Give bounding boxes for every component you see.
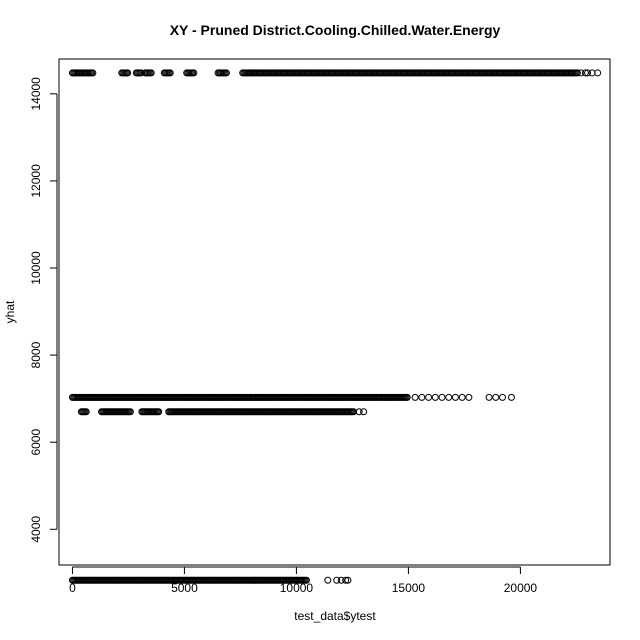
data-point <box>337 576 345 584</box>
data-point <box>411 393 419 401</box>
data-point <box>344 576 352 584</box>
data-point <box>190 69 198 77</box>
data-point <box>418 393 426 401</box>
data-point <box>126 408 134 416</box>
x-tick-label: 0 <box>69 581 76 595</box>
x-tick-label: 20000 <box>504 581 538 595</box>
y-tick-label: 10000 <box>29 251 43 285</box>
data-point <box>82 408 90 416</box>
data-point <box>333 576 341 584</box>
data-points <box>68 69 602 584</box>
data-point <box>594 69 602 77</box>
x-tick-label: 10000 <box>280 581 314 595</box>
data-point <box>360 408 368 416</box>
y-tick-label: 8000 <box>29 341 43 368</box>
plot-frame <box>58 58 611 566</box>
x-axis: 0 5000 10000 15000 20000 <box>69 566 538 595</box>
data-point <box>431 393 439 401</box>
data-point <box>485 393 493 401</box>
x-tick-label: 15000 <box>392 581 426 595</box>
data-point <box>155 408 163 416</box>
y-axis: 4000 6000 8000 10000 12000 14000 <box>29 77 58 543</box>
data-point <box>89 69 97 77</box>
y-tick-label: 14000 <box>29 77 43 111</box>
data-point <box>222 69 230 77</box>
data-point <box>403 393 411 401</box>
data-point <box>438 393 446 401</box>
data-point <box>124 69 132 77</box>
data-point <box>492 393 500 401</box>
data-point <box>573 69 581 77</box>
data-point <box>445 393 453 401</box>
data-point <box>355 408 363 416</box>
data-point <box>147 69 155 77</box>
data-point <box>324 576 332 584</box>
y-axis-label: yhat <box>3 300 17 323</box>
data-point <box>584 69 592 77</box>
x-tick-label: 5000 <box>171 581 198 595</box>
data-point <box>425 393 433 401</box>
chart-title: XY - Pruned District.Cooling.Chilled.Wat… <box>170 22 501 38</box>
data-point <box>458 393 466 401</box>
data-point <box>465 393 473 401</box>
x-axis-label: test_data$ytest <box>294 609 376 623</box>
data-point <box>498 393 506 401</box>
data-point <box>581 69 589 77</box>
data-point <box>137 69 145 77</box>
data-point <box>342 576 350 584</box>
data-point <box>451 393 459 401</box>
y-tick-label: 12000 <box>29 164 43 198</box>
data-point <box>302 576 310 584</box>
y-tick-label: 6000 <box>29 429 43 456</box>
y-tick-label: 4000 <box>29 516 43 543</box>
data-point <box>577 69 585 77</box>
data-point <box>507 393 515 401</box>
data-point <box>166 69 174 77</box>
